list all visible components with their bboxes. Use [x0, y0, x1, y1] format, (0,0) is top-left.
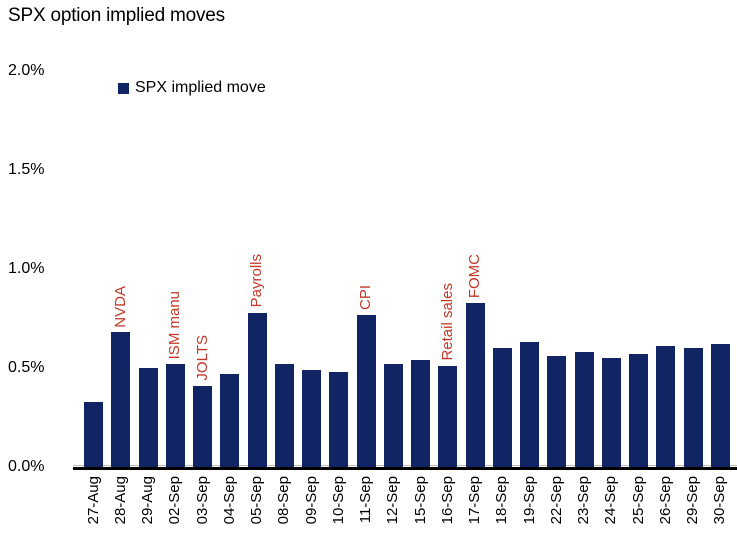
annotation-ism-manu: ISM manu	[166, 290, 184, 360]
bar-03-Sep	[193, 385, 213, 467]
annotation-jolts: JOLTS	[193, 335, 211, 381]
bar-11-Sep	[356, 314, 376, 467]
x-axis-line	[73, 467, 737, 470]
annotation-cpi: CPI	[357, 284, 375, 310]
bar-22-Sep	[547, 356, 567, 467]
bar-16-Sep	[438, 366, 458, 467]
bar-05-Sep	[247, 312, 267, 467]
bar-19-Sep	[520, 342, 540, 467]
y-tick-label: 0.0%	[8, 458, 45, 475]
x-tick-label-17-Sep: 17-Sep	[466, 476, 484, 525]
bar-17-Sep	[465, 302, 485, 467]
x-tick-label-25-Sep: 25-Sep	[629, 476, 647, 525]
y-tick-label: 1.5%	[8, 161, 45, 178]
x-tick-label-16-Sep: 16-Sep	[438, 476, 456, 525]
x-tick-label-02-Sep: 02-Sep	[166, 476, 184, 525]
annotation-fomc: FOMC	[466, 253, 484, 298]
bar-30-Sep	[710, 344, 730, 467]
bar-09-Sep	[302, 369, 322, 467]
x-tick-label-27-Aug: 27-Aug	[84, 476, 102, 525]
bar-18-Sep	[492, 348, 512, 467]
bar-28-Aug	[111, 332, 131, 467]
x-tick-label-10-Sep: 10-Sep	[329, 476, 347, 525]
x-tick-label-28-Aug: 28-Aug	[111, 476, 129, 525]
baseline-gray-line	[73, 465, 737, 466]
bar-04-Sep	[220, 373, 240, 467]
y-tick-label: 0.5%	[8, 359, 45, 376]
x-tick-label-18-Sep: 18-Sep	[493, 476, 511, 525]
y-tick-label: 2.0%	[8, 62, 45, 79]
legend: SPX implied move	[118, 80, 266, 96]
bar-02-Sep	[165, 364, 185, 467]
chart-title: SPX option implied moves	[8, 5, 225, 26]
y-tick-label: 1.0%	[8, 260, 45, 277]
bar-26-Sep	[656, 346, 676, 467]
bar-15-Sep	[411, 360, 431, 467]
x-tick-label-05-Sep: 05-Sep	[248, 476, 266, 525]
x-tick-label-11-Sep: 11-Sep	[357, 476, 375, 524]
x-tick-label-04-Sep: 04-Sep	[220, 476, 238, 525]
annotation-payrolls: Payrolls	[248, 254, 266, 308]
bar-23-Sep	[574, 352, 594, 467]
bar-10-Sep	[329, 371, 349, 467]
x-tick-label-19-Sep: 19-Sep	[520, 476, 538, 525]
plot-area: NVDA ISM manu JOLTS Payrolls CPI Retail sales…	[80, 71, 734, 467]
annotation-retail-sales: Retail sales	[438, 283, 456, 362]
x-tick-label-15-Sep: 15-Sep	[411, 476, 429, 525]
bar-29-Aug	[138, 368, 158, 467]
x-tick-label-09-Sep: 09-Sep	[302, 476, 320, 525]
x-tick-label-24-Sep: 24-Sep	[602, 476, 620, 525]
bar-08-Sep	[274, 364, 294, 467]
bar-27-Aug	[84, 401, 104, 467]
legend-swatch	[118, 82, 129, 94]
x-tick-label-29-Sep: 29-Sep	[684, 476, 702, 525]
bar-12-Sep	[383, 364, 403, 467]
x-tick-label-12-Sep: 12-Sep	[384, 476, 402, 525]
legend-label: SPX implied move	[135, 79, 266, 96]
x-tick-label-23-Sep: 23-Sep	[575, 476, 593, 525]
x-tick-label-26-Sep: 26-Sep	[656, 476, 674, 525]
x-tick-label-30-Sep: 30-Sep	[711, 476, 729, 525]
annotation-nvda: NVDA	[111, 285, 129, 328]
bar-24-Sep	[601, 358, 621, 467]
bar-29-Sep	[683, 348, 703, 467]
x-tick-label-03-Sep: 03-Sep	[193, 476, 211, 525]
x-tick-label-22-Sep: 22-Sep	[547, 476, 565, 525]
x-tick-label-29-Aug: 29-Aug	[139, 476, 157, 525]
x-tick-label-08-Sep: 08-Sep	[275, 476, 293, 525]
bar-25-Sep	[629, 354, 649, 467]
